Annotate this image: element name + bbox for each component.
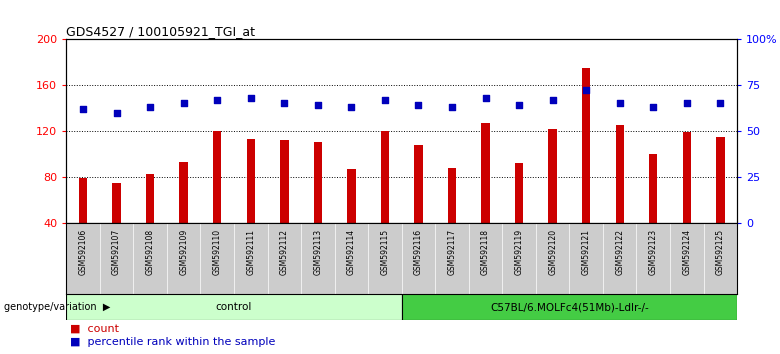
Point xyxy=(244,95,257,101)
Point xyxy=(647,104,660,110)
Point xyxy=(513,102,526,108)
Bar xyxy=(112,183,121,223)
Text: GSM592119: GSM592119 xyxy=(515,229,523,275)
Bar xyxy=(280,140,289,223)
Text: GSM592106: GSM592106 xyxy=(79,229,87,275)
Text: GSM592122: GSM592122 xyxy=(615,229,624,275)
Text: GSM592120: GSM592120 xyxy=(548,229,557,275)
Bar xyxy=(179,162,188,223)
Bar xyxy=(314,143,322,223)
Bar xyxy=(79,178,87,223)
Text: GSM592115: GSM592115 xyxy=(381,229,389,275)
Text: ■  percentile rank within the sample: ■ percentile rank within the sample xyxy=(70,337,275,347)
Bar xyxy=(66,294,402,320)
Bar xyxy=(146,173,154,223)
Point xyxy=(312,102,324,108)
Text: GDS4527 / 100105921_TGI_at: GDS4527 / 100105921_TGI_at xyxy=(66,25,255,38)
Bar xyxy=(582,68,590,223)
Text: GSM592111: GSM592111 xyxy=(246,229,255,275)
Point xyxy=(680,101,693,106)
Point xyxy=(144,104,156,110)
Bar xyxy=(548,129,557,223)
Bar xyxy=(682,132,691,223)
Text: GSM592116: GSM592116 xyxy=(414,229,423,275)
Bar xyxy=(649,154,658,223)
Text: GSM592113: GSM592113 xyxy=(314,229,322,275)
Point xyxy=(446,104,459,110)
Text: GSM592112: GSM592112 xyxy=(280,229,289,275)
Bar xyxy=(615,125,624,223)
Point xyxy=(412,102,424,108)
Bar xyxy=(414,145,423,223)
Text: ■  count: ■ count xyxy=(70,324,119,334)
Text: GSM592108: GSM592108 xyxy=(146,229,154,275)
Bar xyxy=(347,169,356,223)
Point xyxy=(379,97,391,103)
Text: GSM592114: GSM592114 xyxy=(347,229,356,275)
Point xyxy=(76,106,90,112)
Point xyxy=(580,88,593,93)
Point xyxy=(546,97,558,103)
Text: control: control xyxy=(216,302,252,312)
Text: GSM592109: GSM592109 xyxy=(179,229,188,275)
Text: genotype/variation  ▶: genotype/variation ▶ xyxy=(4,302,110,312)
Bar xyxy=(481,123,490,223)
Text: GSM592121: GSM592121 xyxy=(582,229,590,275)
Bar xyxy=(515,163,523,223)
Text: GSM592124: GSM592124 xyxy=(682,229,691,275)
Text: GSM592107: GSM592107 xyxy=(112,229,121,275)
Point xyxy=(345,104,357,110)
Point xyxy=(177,101,190,106)
Point xyxy=(614,101,626,106)
Bar xyxy=(402,294,737,320)
Text: GSM592125: GSM592125 xyxy=(716,229,725,275)
Text: GSM592118: GSM592118 xyxy=(481,229,490,275)
Point xyxy=(278,101,290,106)
Bar xyxy=(213,131,222,223)
Bar xyxy=(381,131,389,223)
Point xyxy=(479,95,492,101)
Text: GSM592117: GSM592117 xyxy=(448,229,456,275)
Bar xyxy=(246,139,255,223)
Point xyxy=(111,110,123,115)
Bar xyxy=(716,137,725,223)
Text: GSM592110: GSM592110 xyxy=(213,229,222,275)
Point xyxy=(211,97,224,103)
Text: C57BL/6.MOLFc4(51Mb)-Ldlr-/-: C57BL/6.MOLFc4(51Mb)-Ldlr-/- xyxy=(490,302,649,312)
Text: GSM592123: GSM592123 xyxy=(649,229,658,275)
Bar xyxy=(448,168,456,223)
Point xyxy=(714,101,727,106)
